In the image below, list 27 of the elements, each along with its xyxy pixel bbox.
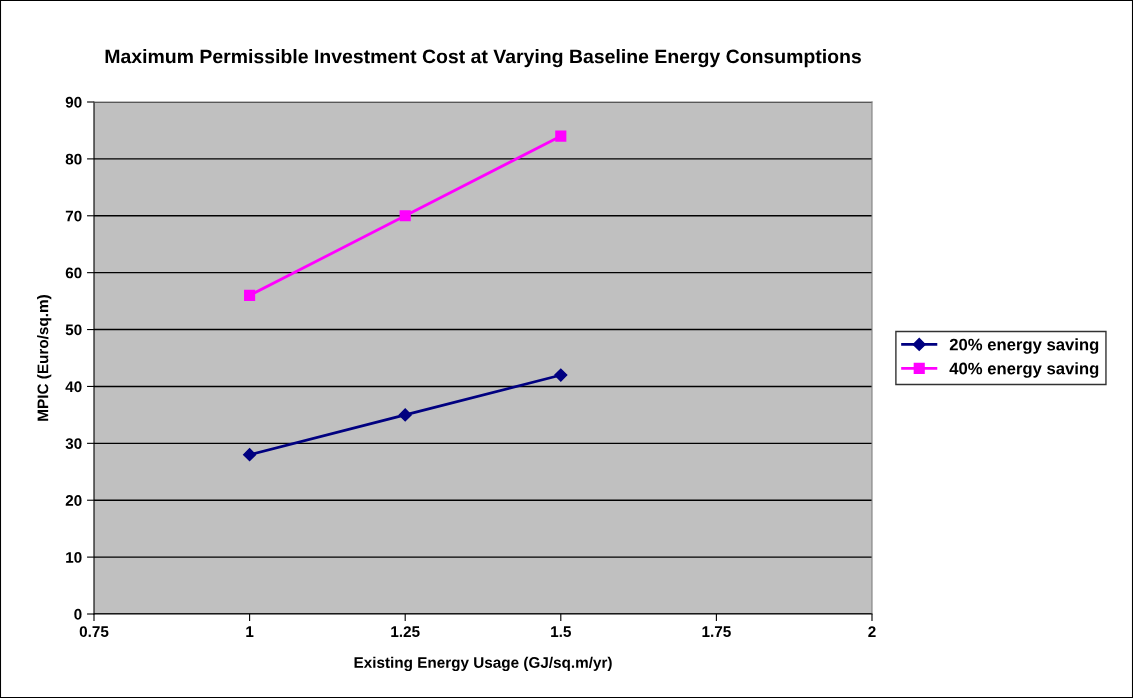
y-tick-label: 10 <box>66 551 82 563</box>
point <box>244 289 256 301</box>
legend-label: 20% energy saving <box>949 338 1099 354</box>
y-tick-label: 80 <box>65 153 82 165</box>
x-tick-label: 1.25 <box>391 626 420 638</box>
point <box>243 448 257 462</box>
x-tick-label: 1.5 <box>551 626 571 638</box>
x-tick-label: 1 <box>246 626 254 637</box>
y-tick-label: 20 <box>65 495 82 506</box>
y-tick-label: 70 <box>65 210 82 222</box>
x-axis-title: Existing Energy Usage (GJ/sq.m/yr) <box>354 656 612 672</box>
x-tick-label: 1.75 <box>702 626 731 638</box>
point <box>555 130 567 142</box>
x-tick-label: 2 <box>868 626 876 637</box>
chart-title: Maximum Permissible Investment Cost at Varying Baseline Energy Consumptions <box>105 49 861 68</box>
y-tick-label: 50 <box>65 324 82 336</box>
y-axis-title: MPIC (Euro/sq.m) <box>37 295 52 421</box>
point <box>398 408 412 422</box>
point <box>399 210 411 222</box>
y-tick-label: 40 <box>65 381 82 393</box>
y-tick-label: 90 <box>65 96 82 108</box>
x-tick-label: 0.75 <box>79 626 109 638</box>
y-tick-label: 30 <box>65 438 82 450</box>
y-tick-label: 60 <box>65 267 82 279</box>
legend-label: 40% energy saving <box>949 362 1099 378</box>
point <box>554 368 568 382</box>
y-tick-label: 0 <box>74 608 82 620</box>
